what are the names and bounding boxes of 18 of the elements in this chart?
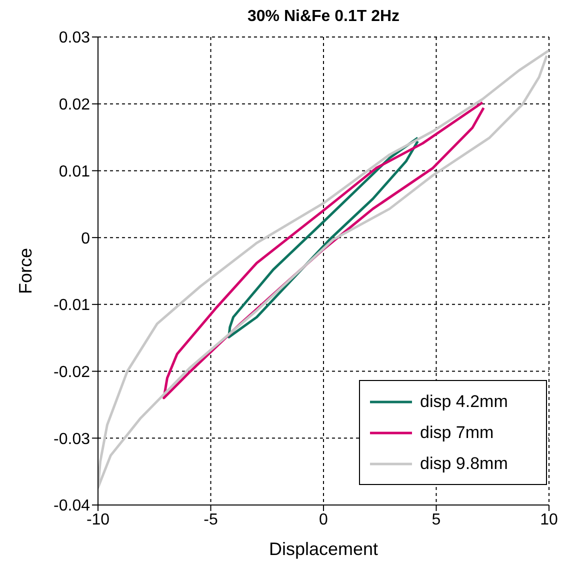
chart-title: 30% Ni&Fe 0.1T 2Hz	[246, 8, 401, 26]
y-axis-title: Force	[15, 248, 36, 294]
x-axis-title: Displacement	[268, 539, 378, 559]
x-tick-label: -5	[204, 511, 218, 528]
x-tick-label: 5	[432, 511, 441, 528]
legend-label: disp 9.8mm	[420, 454, 508, 474]
x-tick-label: 0	[319, 511, 328, 528]
y-tick-label: -0.03	[54, 430, 90, 448]
x-tick-label: 10	[540, 511, 558, 528]
line-series	[98, 49, 549, 489]
y-tick-label: 0	[81, 230, 90, 248]
y-tick-label: 0.03	[58, 30, 90, 47]
y-tick-label: 0.01	[58, 163, 90, 180]
y-tick-label: -0.01	[54, 297, 90, 314]
y-tick-label: 0.02	[58, 96, 90, 114]
legend-label: disp 4.2mm	[420, 392, 508, 412]
y-tick-label: -0.02	[54, 364, 90, 381]
legend-label: disp 7mm	[420, 422, 494, 442]
